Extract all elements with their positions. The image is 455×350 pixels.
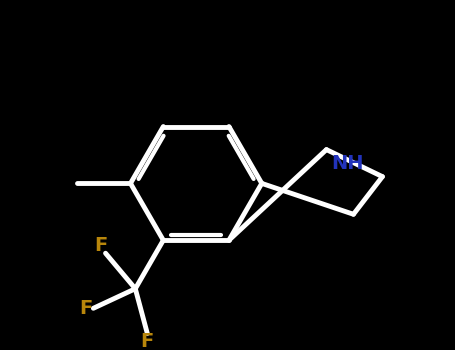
Text: F: F [79,299,92,318]
Text: F: F [141,332,154,350]
Text: NH: NH [331,154,364,174]
Text: F: F [94,236,107,255]
